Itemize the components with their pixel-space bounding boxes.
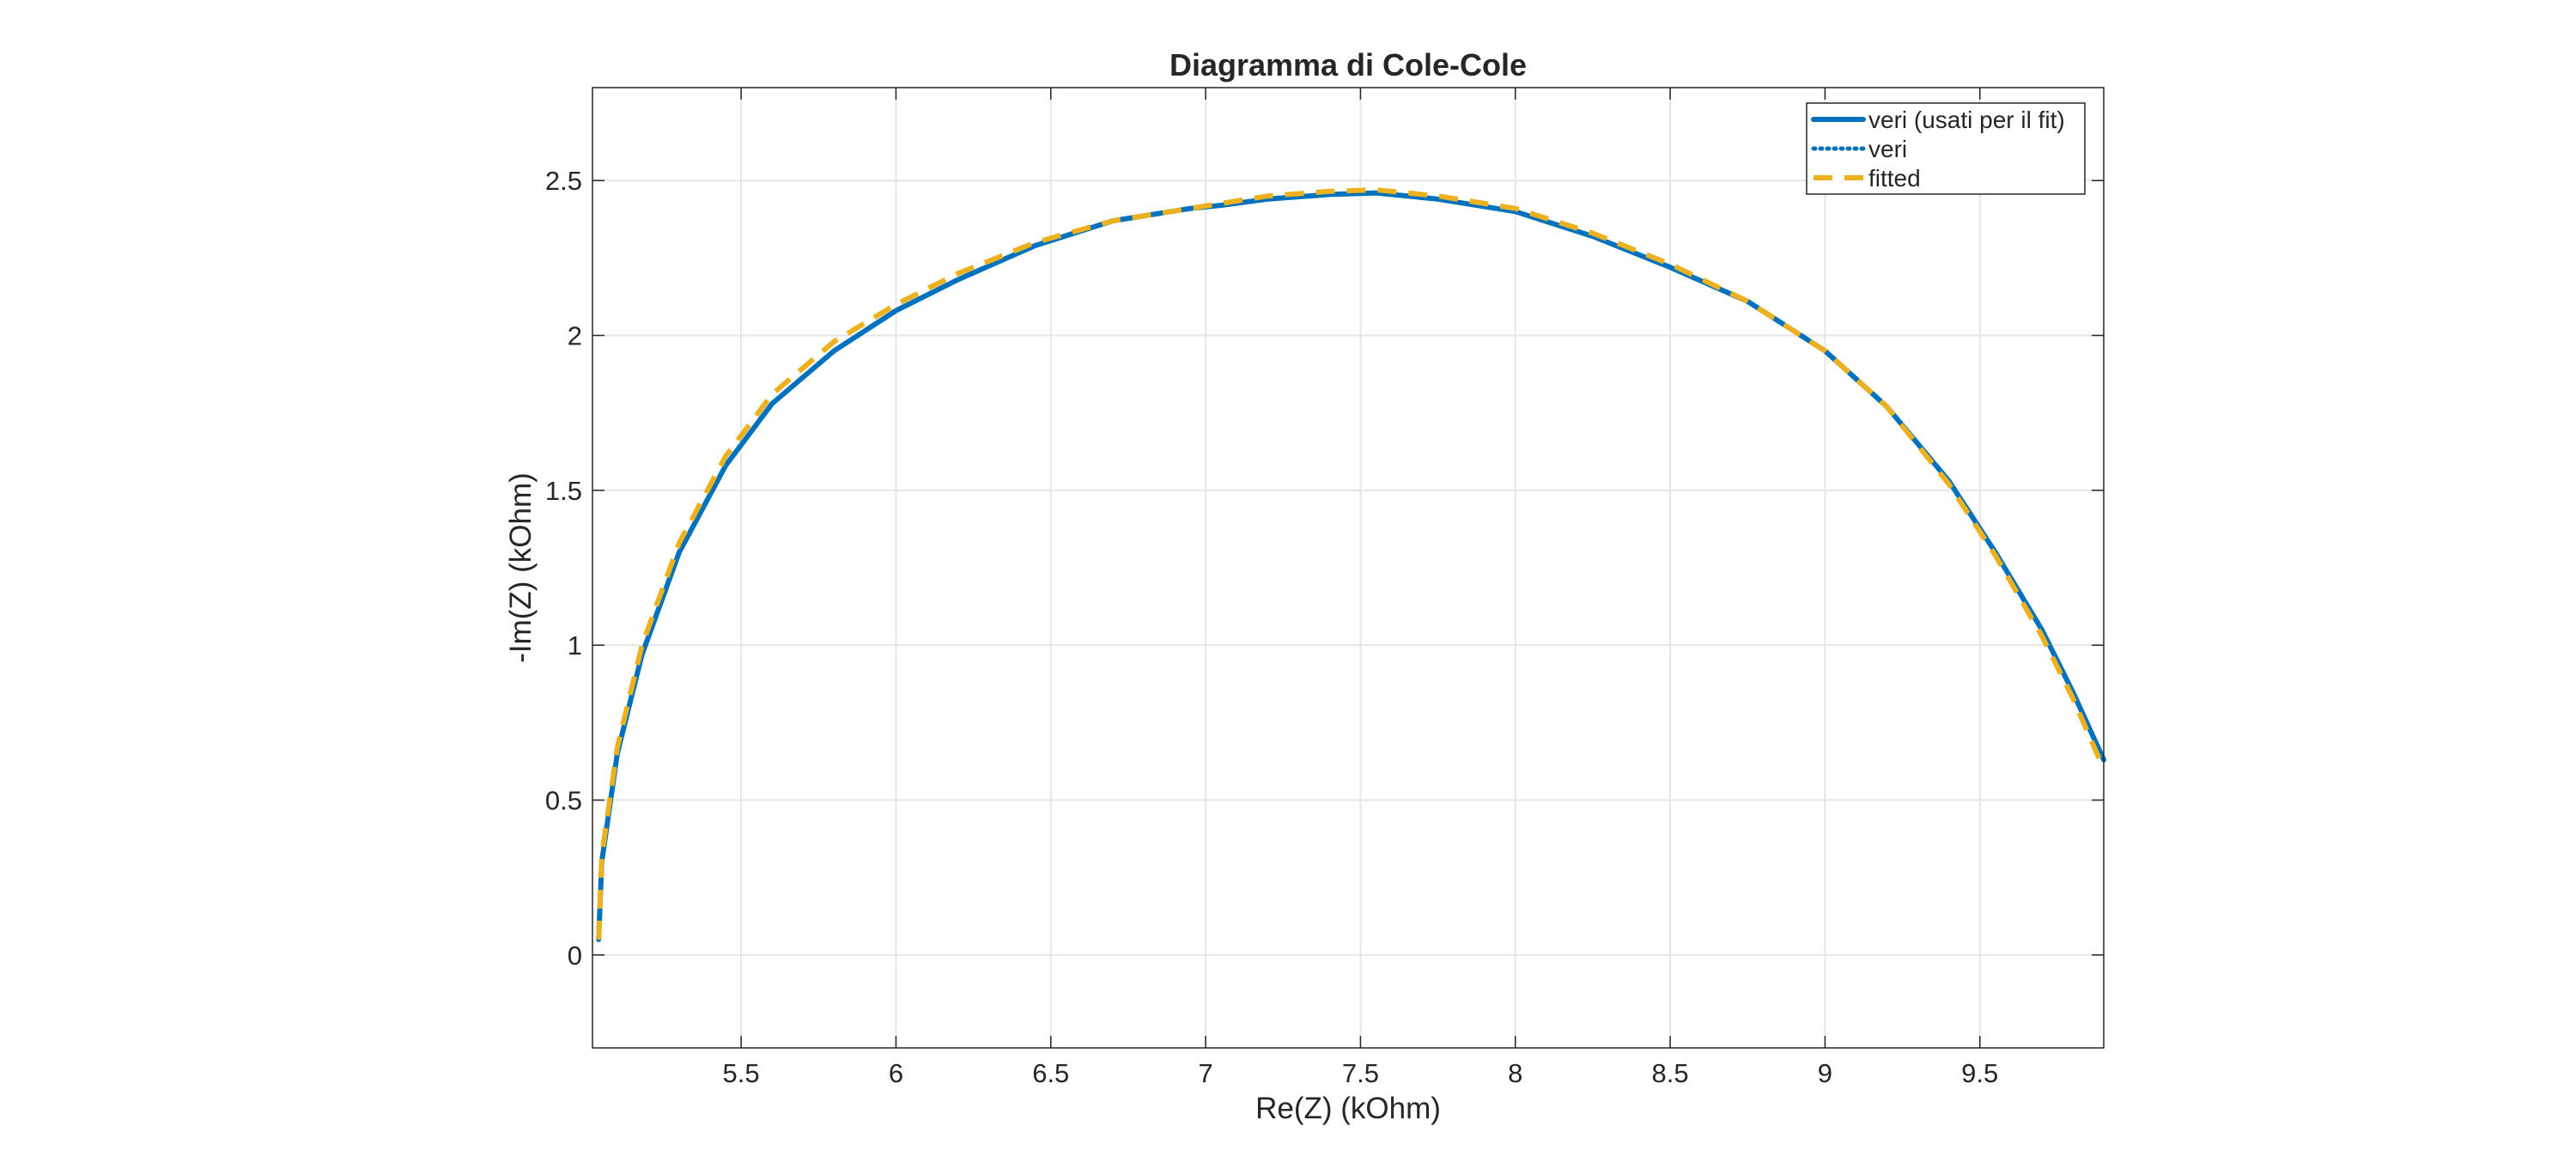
- x-tick-label: 9.5: [1961, 1058, 1998, 1088]
- y-tick-label: 2: [568, 321, 582, 351]
- x-tick-label: 5.5: [723, 1058, 760, 1088]
- legend-label-2: fitted: [1868, 165, 1921, 192]
- x-tick-label: 7.5: [1342, 1058, 1379, 1088]
- plot-frame: [592, 87, 2105, 1049]
- x-tick-label: 9: [1818, 1058, 1832, 1088]
- series-layer: [596, 187, 2106, 942]
- y-tick-label: 0: [568, 941, 582, 971]
- y-axis-label: -Im(Z) (kOhm): [504, 472, 538, 663]
- tick-layer: 5.5 6 6.5 7 7.5 8 8.5 9 9.5 0 0.5 1 1.5 2 2.5: [545, 88, 2104, 1088]
- y-tick-label: 0.5: [545, 785, 582, 815]
- legend-label-0: veri (usati per il fit): [1868, 107, 2065, 133]
- x-tick-label: 7: [1198, 1058, 1212, 1088]
- x-tick-label: 6: [889, 1058, 903, 1088]
- chart-title: Diagramma di Cole-Cole: [1170, 47, 1527, 82]
- series-line-2: [596, 187, 2106, 940]
- x-tick-label: 6.5: [1032, 1058, 1069, 1088]
- legend: veri (usati per il fit) veri fitted: [1806, 102, 2086, 195]
- plot-area: [592, 88, 2104, 1048]
- y-tick-label: 2.5: [545, 166, 582, 196]
- x-axis-label: Re(Z) (kOhm): [1255, 1092, 1441, 1125]
- grid-lines: [592, 88, 2104, 1048]
- x-tick-label: 8.5: [1652, 1058, 1689, 1088]
- y-tick-label: 1.5: [545, 476, 582, 506]
- legend-label-1: veri: [1868, 136, 1907, 162]
- y-tick-label: 1: [568, 630, 582, 661]
- x-tick-label: 8: [1508, 1058, 1522, 1088]
